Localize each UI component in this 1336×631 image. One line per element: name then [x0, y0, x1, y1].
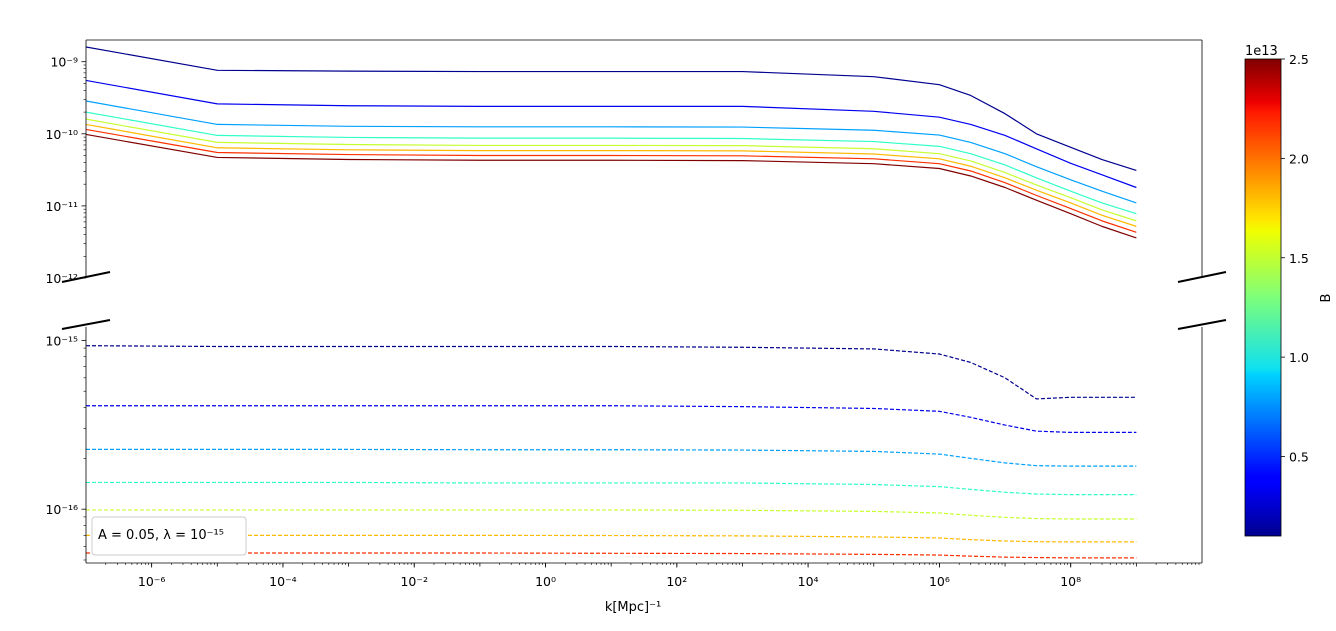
series-line-lower-1	[86, 405, 1137, 433]
colorbar-tick-label: 0.5	[1289, 450, 1309, 465]
series-line-upper-1	[86, 79, 1137, 189]
lower-series-lines	[86, 345, 1137, 572]
break-mark-left-upper	[61, 271, 111, 283]
colorbar-tick-label: 2.0	[1289, 151, 1309, 166]
lower-y-tick-label: 10⁻¹⁵	[45, 333, 78, 348]
series-line-lower-0	[86, 345, 1137, 400]
colorbar-gradient	[1244, 58, 1282, 537]
lower-panel: 10⁻¹⁵ 10⁻¹⁶ 10⁻⁶ 10⁻⁴ 10⁻² 10⁰ 10² 10⁴ 10⁶ 10⁸	[45, 327, 1203, 589]
x-ticks: 10⁻⁶ 10⁻⁴ 10⁻² 10⁰ 10² 10⁴ 10⁶ 10⁸	[105, 563, 1200, 589]
upper-series-lines	[86, 46, 1137, 239]
break-mark-right-upper	[1177, 271, 1227, 283]
upper-plot-area	[86, 40, 1202, 278]
series-line-lower-2	[86, 448, 1137, 467]
colorbar-offset-label: 1e13	[1245, 44, 1278, 59]
series-line-upper-0	[86, 46, 1137, 172]
legend: A = 0.05, λ = 10⁻¹⁵	[91, 516, 247, 556]
x-tick-label: 10⁶	[929, 574, 950, 589]
x-tick-label: 10⁰	[535, 574, 556, 589]
series-line-upper-4	[86, 118, 1137, 222]
lower-plot-area	[86, 327, 1202, 563]
series-line-upper-2	[86, 100, 1137, 204]
series-line-lower-3	[86, 481, 1137, 496]
upper-y-tick-label: 10⁻¹⁰	[45, 127, 78, 142]
x-tick-label: 10⁸	[1060, 574, 1081, 589]
colorbar: 0.5 1.0 1.5 2.0 2.5 1e13 B	[1244, 44, 1334, 537]
upper-y-ticks: 10⁻⁹ 10⁻¹⁰ 10⁻¹¹ 10⁻¹²	[45, 55, 86, 286]
upper-y-tick-label: 10⁻¹¹	[45, 199, 78, 214]
upper-y-tick-label: 10⁻⁹	[50, 55, 78, 70]
legend-box	[91, 516, 247, 556]
series-line-upper-5	[86, 123, 1137, 227]
colorbar-ticks: 0.5 1.0 1.5 2.0 2.5	[1281, 52, 1309, 465]
series-line-upper-3	[86, 111, 1137, 215]
series-line-lower-7	[86, 568, 1136, 572]
lower-y-ticks: 10⁻¹⁵ 10⁻¹⁶	[45, 333, 86, 561]
series-line-lower-6	[86, 552, 1137, 559]
upper-y-tick-label: 10⁻¹²	[45, 271, 78, 286]
colorbar-tick-label: 1.5	[1289, 251, 1309, 266]
axis-break-marks	[61, 271, 1227, 330]
series-line-upper-6	[86, 128, 1137, 233]
x-tick-label: 10⁻⁶	[138, 574, 166, 589]
x-tick-label: 10⁻²	[400, 574, 428, 589]
lower-y-tick-label: 10⁻¹⁶	[45, 502, 78, 517]
x-tick-label: 10²	[666, 574, 687, 589]
x-tick-label: 10⁻⁴	[269, 574, 297, 589]
upper-panel: 10⁻⁹ 10⁻¹⁰ 10⁻¹¹ 10⁻¹²	[45, 39, 1203, 286]
colorbar-tick-label: 2.5	[1289, 52, 1309, 67]
x-tick-label: 10⁴	[798, 574, 819, 589]
break-mark-right-lower	[1177, 319, 1227, 330]
colorbar-label: B	[1319, 294, 1334, 303]
series-line-upper-7	[86, 133, 1137, 239]
x-axis-label: k[Mpc]⁻¹	[605, 600, 661, 615]
break-mark-left-lower	[61, 319, 111, 330]
colorbar-tick-label: 1.0	[1289, 350, 1309, 365]
series-line-lower-4	[86, 509, 1137, 520]
legend-text: A = 0.05, λ = 10⁻¹⁵	[98, 528, 224, 543]
series-line-lower-5	[86, 534, 1137, 543]
